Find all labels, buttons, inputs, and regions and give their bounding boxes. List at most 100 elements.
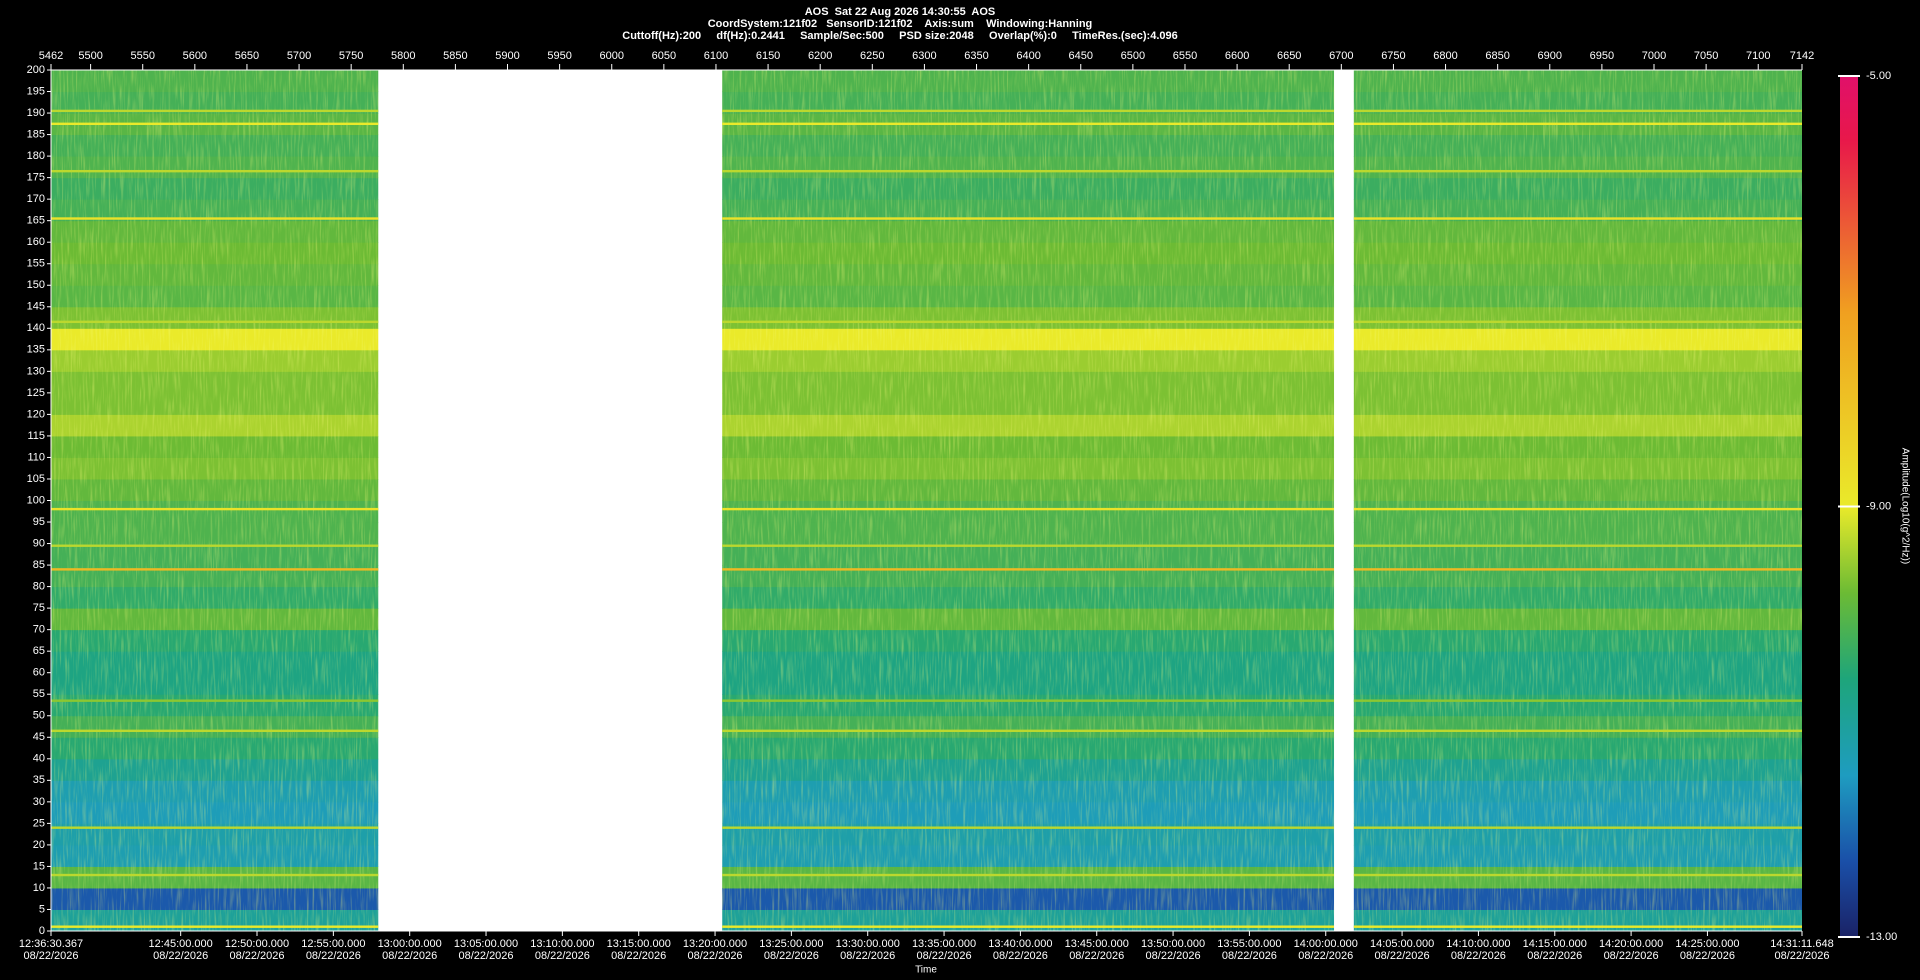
date-tick-label: 08/22/2026	[229, 950, 284, 962]
top-tick-label: 6950	[1590, 50, 1614, 62]
spectral-line	[1353, 826, 1802, 829]
y-tick-label: 75	[33, 602, 45, 614]
top-tick-label: 7100	[1746, 50, 1770, 62]
date-tick-label: 08/22/2026	[611, 950, 666, 962]
colorbar-tick-label: -9.00	[1866, 500, 1891, 512]
spectral-line	[1353, 544, 1802, 547]
x-axis-label: Time	[915, 965, 937, 976]
y-tick-label: 155	[27, 258, 45, 270]
top-tick-label: 5750	[339, 50, 363, 62]
top-tick-label: 5950	[547, 50, 571, 62]
top-tick-label: 6050	[652, 50, 676, 62]
date-tick-label: 08/22/2026	[993, 950, 1048, 962]
spectral-line	[722, 568, 1335, 571]
time-tick-label: 12:50:00.000	[225, 938, 289, 950]
spectral-line	[51, 826, 379, 829]
spectral-line	[722, 544, 1335, 547]
y-tick-label: 150	[27, 279, 45, 291]
spectral-line	[722, 925, 1335, 928]
date-tick-label: 08/22/2026	[1375, 950, 1430, 962]
y-tick-label: 140	[27, 322, 45, 334]
top-tick-label: 6900	[1538, 50, 1562, 62]
date-tick-label: 08/22/2026	[1222, 950, 1277, 962]
y-tick-label: 130	[27, 365, 45, 377]
y-tick-label: 125	[27, 387, 45, 399]
top-tick-label: 6800	[1433, 50, 1457, 62]
colorbar-tick-label: -5.00	[1866, 70, 1891, 82]
top-tick-label: 5550	[130, 50, 154, 62]
date-tick-label: 08/22/2026	[306, 950, 361, 962]
y-tick-label: 90	[33, 537, 45, 549]
y-tick-label: 115	[27, 430, 45, 442]
time-tick-label: 14:05:00.000	[1370, 938, 1434, 950]
spectral-line	[1353, 320, 1802, 324]
spectral-line	[722, 873, 1335, 877]
segment	[1353, 70, 1802, 932]
spectral-line	[722, 122, 1335, 126]
spectral-line	[1353, 507, 1802, 511]
time-tick-label: 12:45:00.000	[149, 938, 213, 950]
top-tick-label: 7000	[1642, 50, 1666, 62]
date-tick-label: 08/22/2026	[382, 950, 437, 962]
time-tick-label: 13:40:00.000	[988, 938, 1052, 950]
spectral-line	[722, 507, 1335, 511]
top-tick-label: 6650	[1277, 50, 1301, 62]
time-tick-label: 13:00:00.000	[378, 938, 442, 950]
y-tick-label: 40	[33, 753, 45, 765]
time-tick-label: 13:30:00.000	[836, 938, 900, 950]
y-tick-label: 180	[27, 150, 45, 162]
spectral-line	[51, 925, 379, 928]
time-tick-label: 12:55:00.000	[301, 938, 365, 950]
y-tick-label: 25	[33, 817, 45, 829]
y-tick-label: 50	[33, 710, 45, 722]
spectral-line	[51, 568, 379, 571]
y-tick-label: 175	[27, 172, 45, 184]
date-tick-label: 08/22/2026	[23, 950, 78, 962]
spectral-line	[51, 217, 379, 220]
time-tick-label: 13:35:00.000	[912, 938, 976, 950]
date-tick-label: 08/22/2026	[1146, 950, 1201, 962]
date-tick-label: 08/22/2026	[1451, 950, 1506, 962]
top-tick-label: 5700	[287, 50, 311, 62]
date-tick-label: 08/22/2026	[1774, 950, 1829, 962]
date-tick-label: 08/22/2026	[535, 950, 590, 962]
time-tick-label: 12:36:30.367	[19, 938, 83, 950]
spectral-line	[51, 544, 379, 547]
top-tick-label: 6500	[1121, 50, 1145, 62]
date-tick-label: 08/22/2026	[1527, 950, 1582, 962]
colorbar-label: Amplitude(Log10(g^2/Hz))	[1899, 448, 1910, 564]
spectral-line	[722, 826, 1335, 829]
y-tick-label: 105	[27, 473, 45, 485]
spectral-line	[1353, 699, 1802, 702]
date-tick-label: 08/22/2026	[917, 950, 972, 962]
date-tick-label: 08/22/2026	[688, 950, 743, 962]
y-tick-label: 185	[27, 128, 45, 140]
spectral-line	[51, 507, 379, 511]
spectral-line	[1353, 109, 1802, 113]
top-tick-label: 6700	[1329, 50, 1353, 62]
spectral-line	[722, 169, 1335, 173]
date-tick-label: 08/22/2026	[1298, 950, 1353, 962]
top-tick-label: 6250	[860, 50, 884, 62]
time-tick-label: 14:31:11.648	[1770, 938, 1833, 950]
date-tick-label: 08/22/2026	[840, 950, 895, 962]
top-tick-label: 6600	[1225, 50, 1249, 62]
time-tick-label: 13:25:00.000	[759, 938, 823, 950]
y-tick-label: 5	[39, 903, 45, 915]
y-tick-label: 120	[27, 408, 45, 420]
segment	[722, 70, 1335, 932]
spectral-line	[1353, 568, 1802, 571]
date-tick-label: 08/22/2026	[153, 950, 208, 962]
y-tick-label: 145	[27, 301, 45, 313]
top-tick-label: 5900	[495, 50, 519, 62]
spectral-line	[722, 109, 1335, 113]
chart-subtitle: CoordSystem:121f02 SensorID:121f02 Axis:…	[708, 18, 1093, 30]
top-tick-label: 6400	[1016, 50, 1040, 62]
time-tick-label: 14:15:00.000	[1523, 938, 1587, 950]
spectral-line	[51, 699, 379, 702]
colorbar-tick-label: -13.00	[1866, 931, 1897, 943]
time-tick-label: 13:10:00.000	[530, 938, 594, 950]
spectral-line	[1353, 217, 1802, 220]
top-tick-label: 5500	[78, 50, 102, 62]
